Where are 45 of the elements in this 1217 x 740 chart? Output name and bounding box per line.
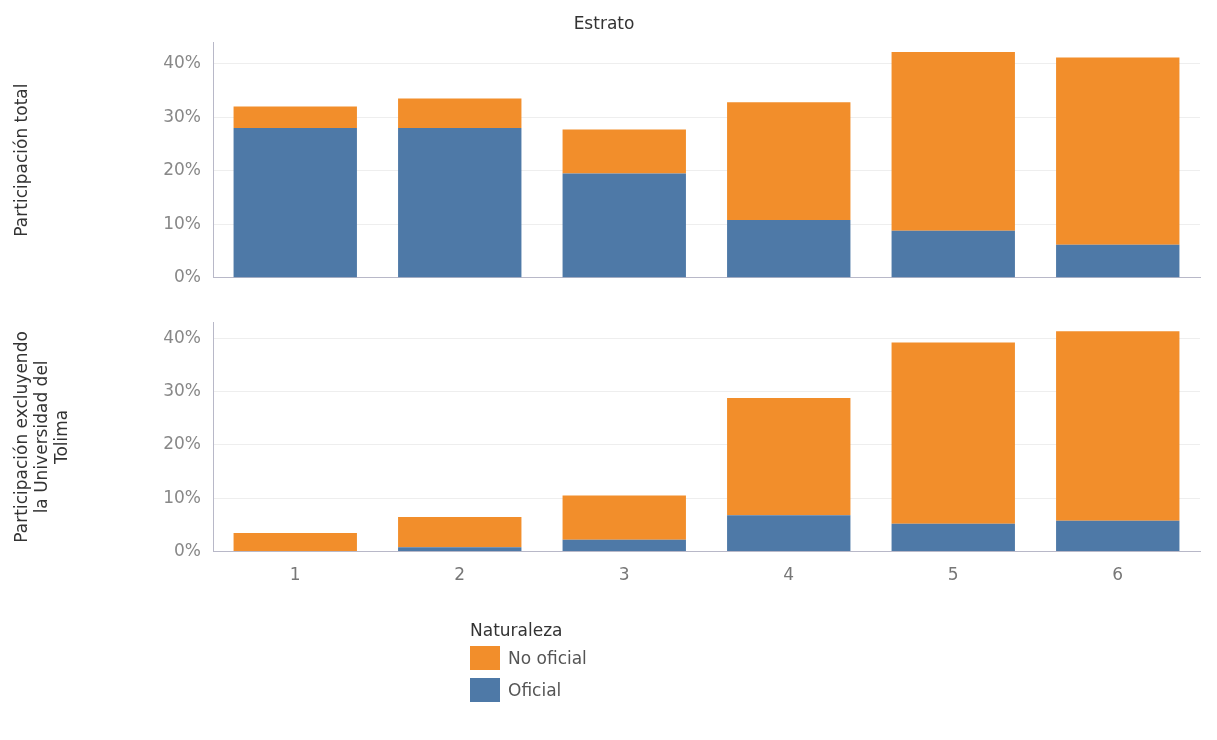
y-tick-label: 10% <box>163 486 201 507</box>
bar <box>562 129 686 174</box>
x-tick-label: 4 <box>783 564 795 585</box>
x-tick-label: 6 <box>1112 564 1124 585</box>
chart-title: Estrato <box>573 12 635 33</box>
bar <box>398 98 522 128</box>
y-tick-label: 30% <box>163 105 201 126</box>
bar <box>562 173 686 278</box>
legend-title: Naturaleza <box>470 620 564 640</box>
y-tick-label: 40% <box>163 326 201 347</box>
bar <box>891 342 1015 524</box>
bar <box>727 102 851 221</box>
bar <box>727 515 851 552</box>
bar <box>562 539 686 552</box>
y-tick-label: 20% <box>163 433 201 454</box>
bar <box>1056 244 1180 278</box>
x-tick-label: 1 <box>289 564 301 585</box>
bar <box>1056 520 1180 552</box>
legend-label: Oficial <box>508 680 562 700</box>
y-tick-label: 20% <box>163 159 201 180</box>
bar <box>727 220 851 278</box>
bar <box>233 532 357 552</box>
y-axis-title: Participación total <box>10 83 31 237</box>
bar <box>1056 331 1180 521</box>
x-tick-label: 2 <box>454 564 466 585</box>
bar <box>398 547 522 552</box>
y-tick-label: 10% <box>163 212 201 233</box>
y-tick-label: 30% <box>163 379 201 400</box>
legend-label: No oficial <box>508 648 587 668</box>
bar <box>233 128 357 278</box>
bar <box>398 516 522 548</box>
y-tick-label: 0% <box>174 266 201 287</box>
bar <box>398 128 522 278</box>
bar <box>891 230 1015 278</box>
y-tick-label: 0% <box>174 540 201 561</box>
y-tick-label: 40% <box>163 52 201 73</box>
bar <box>891 52 1015 231</box>
x-tick-label: 5 <box>947 564 959 585</box>
bar <box>233 106 357 128</box>
bar <box>562 495 686 540</box>
y-axis-title: Participación excluyendo la Universidad del Tolima <box>10 331 72 543</box>
bar <box>1056 57 1180 245</box>
x-tick-label: 3 <box>618 564 630 585</box>
bar <box>891 523 1015 552</box>
bar <box>727 397 851 516</box>
